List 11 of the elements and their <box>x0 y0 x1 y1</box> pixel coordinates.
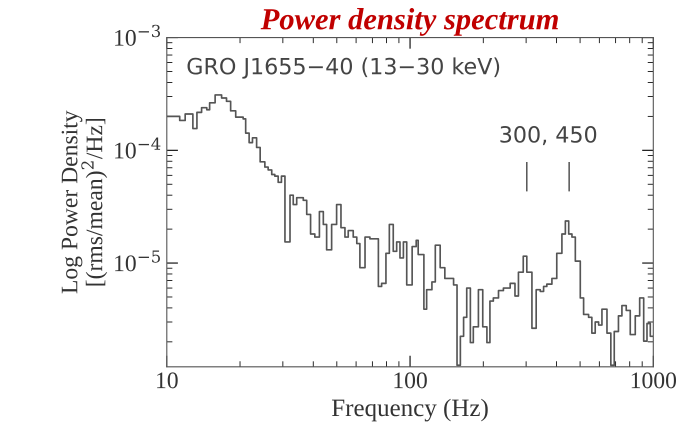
x-tick-label: 10 <box>157 372 178 388</box>
annotation: 300, 450 <box>500 126 596 146</box>
y-tick-label: 10$^{−3}$ <box>115 24 160 46</box>
y-axis-title: Log Power Density [(rms/mean)$^{2}$/Hz] <box>62 110 108 294</box>
x-tick-label: 1000 <box>632 372 676 388</box>
x-axis-title: Frequency (Hz) <box>332 398 488 422</box>
y-tick-label: 10$^{−4}$ <box>115 137 160 159</box>
y-tick-label: 10$^{−5}$ <box>115 250 160 272</box>
annotation: GRO J1655−40 (13−30 keV) <box>188 57 500 79</box>
chart-title: Power density spectrum <box>260 8 558 36</box>
x-tick-label: 100 <box>394 372 427 388</box>
